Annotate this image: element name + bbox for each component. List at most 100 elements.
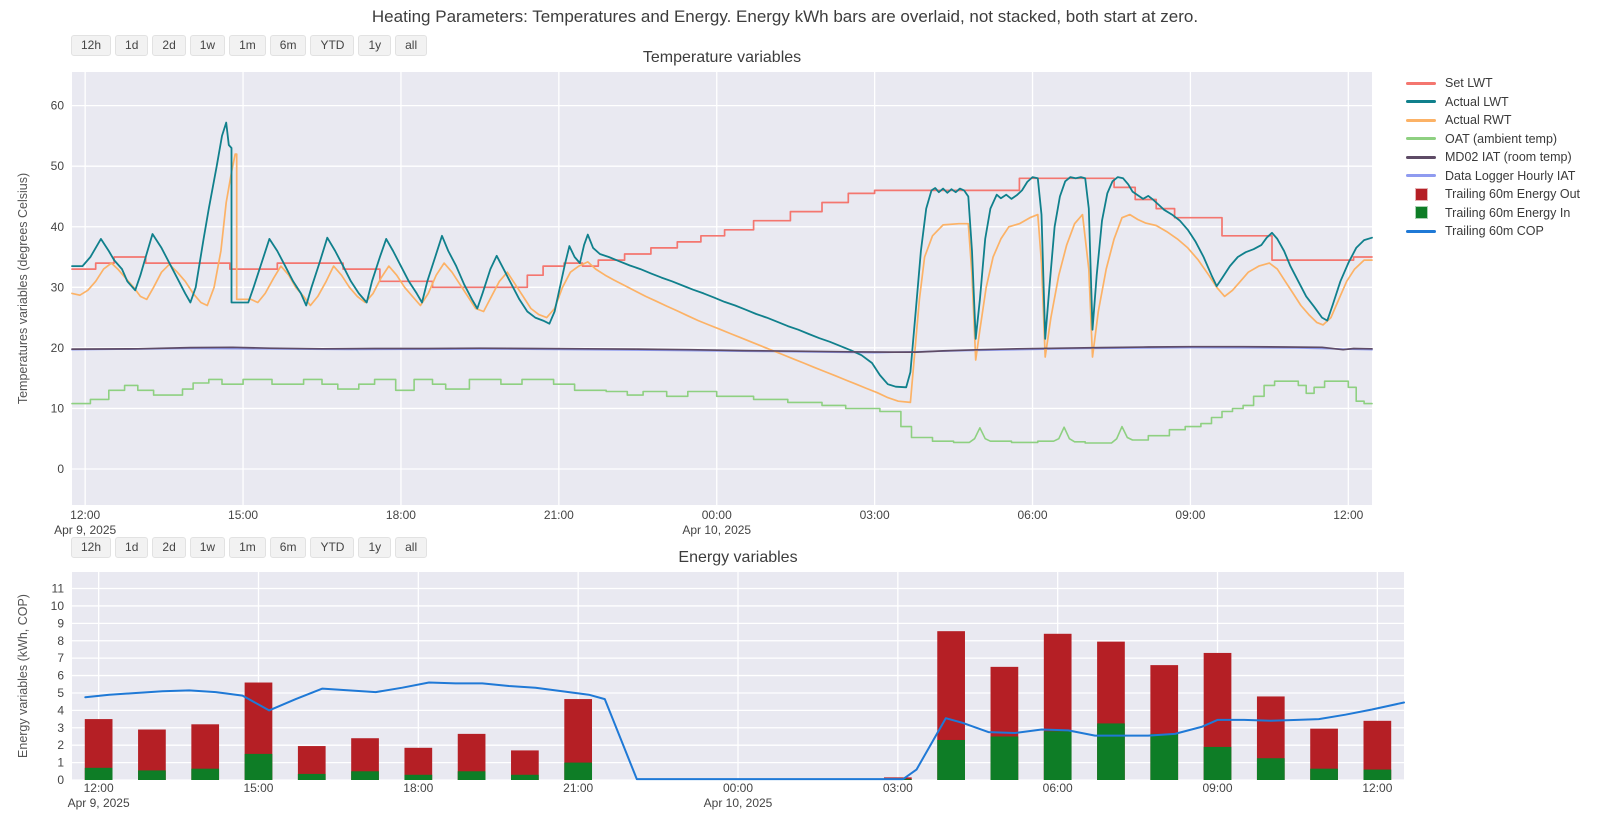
range-button-ytd[interactable]: YTD	[310, 537, 355, 558]
legend-item-actual-lwt[interactable]: Actual LWT	[1406, 95, 1580, 109]
legend: Set LWT Actual LWT Actual RWT OAT (ambient …	[1406, 76, 1580, 238]
bar-trailing-60m-energy-in[interactable]	[84, 767, 113, 780]
bar-trailing-60m-energy-in[interactable]	[297, 773, 326, 780]
y-tick-label: 50	[51, 159, 65, 173]
chart-title: Temperature variables	[643, 49, 801, 66]
legend-item-trailing-60m-cop[interactable]: Trailing 60m COP	[1406, 224, 1580, 238]
legend-label: Trailing 60m COP	[1445, 224, 1544, 238]
bar-trailing-60m-energy-in[interactable]	[244, 753, 273, 780]
range-selector-energy: 12h 1d 2d 1w 1m 6m YTD 1y all	[71, 537, 428, 558]
x-date-label: Apr 9, 2025	[54, 523, 116, 537]
series-set-lwt	[71, 177, 1373, 289]
legend-line-swatch	[1406, 81, 1436, 85]
range-selector-temperature: 12h 1d 2d 1w 1m 6m YTD 1y all	[71, 35, 428, 56]
bar-trailing-60m-energy-in[interactable]	[511, 774, 539, 780]
bar-trailing-60m-energy-in[interactable]	[1043, 731, 1072, 780]
x-tick-label: 03:00	[883, 781, 913, 795]
bar-trailing-60m-energy-in[interactable]	[1203, 746, 1232, 780]
range-button-2d[interactable]: 2d	[152, 35, 186, 56]
x-tick-label: 12:00	[70, 508, 100, 522]
range-button-2d[interactable]: 2d	[152, 537, 186, 558]
range-button-1d[interactable]: 1d	[115, 537, 149, 558]
legend-item-data-logger-hourly-iat[interactable]: Data Logger Hourly IAT	[1406, 169, 1580, 183]
legend-item-md02-iat-room-temp[interactable]: MD02 IAT (room temp)	[1406, 150, 1580, 164]
legend-square-swatch	[1406, 187, 1436, 201]
range-button-1y[interactable]: 1y	[358, 537, 392, 558]
y-tick-label: 60	[51, 99, 65, 113]
range-button-1d[interactable]: 1d	[115, 35, 149, 56]
range-button-all[interactable]: all	[395, 537, 428, 558]
x-tick-label: 21:00	[544, 508, 574, 522]
y-tick-label: 4	[57, 703, 64, 717]
bar-trailing-60m-energy-in[interactable]	[457, 771, 486, 780]
legend-item-set-lwt[interactable]: Set LWT	[1406, 76, 1580, 90]
bar-trailing-60m-energy-in[interactable]	[1310, 768, 1338, 780]
bar-trailing-60m-energy-out[interactable]	[404, 747, 433, 780]
y-tick-label: 7	[57, 651, 64, 665]
y-tick-label: 10	[51, 401, 65, 415]
legend-label: Actual RWT	[1445, 113, 1512, 127]
y-tick-label: 20	[51, 341, 65, 355]
bar-trailing-60m-energy-in[interactable]	[1150, 733, 1179, 780]
range-button-12h[interactable]: 12h	[71, 35, 112, 56]
y-tick-label: 6	[57, 669, 64, 683]
range-button-1m[interactable]: 1m	[229, 537, 266, 558]
series-oat-ambient-temp	[71, 378, 1373, 444]
page-title: Heating Parameters: Temperatures and Ene…	[371, 7, 1199, 26]
range-button-1y[interactable]: 1y	[358, 35, 392, 56]
legend-line-swatch	[1406, 137, 1436, 140]
legend-item-oat-ambient-temp[interactable]: OAT (ambient temp)	[1406, 132, 1580, 146]
range-button-6m[interactable]: 6m	[269, 537, 307, 558]
range-button-1m[interactable]: 1m	[229, 35, 266, 56]
legend-label: Trailing 60m Energy Out	[1445, 187, 1581, 201]
energy-chart[interactable]: Energy variables 12:00 15:00 18:00 21:00 00:0…	[0, 540, 1616, 823]
x-tick-label: 12:00	[84, 781, 114, 795]
x-tick-label: 00:00	[702, 508, 732, 522]
range-button-1w[interactable]: 1w	[189, 537, 226, 558]
legend-line-swatch	[1406, 155, 1436, 159]
legend-line-swatch	[1406, 229, 1436, 233]
y-tick-label: 11	[52, 582, 65, 596]
series-actual-rwt	[71, 153, 1373, 404]
bar-trailing-60m-energy-in[interactable]	[191, 768, 220, 780]
range-button-6m[interactable]: 6m	[269, 35, 307, 56]
bar-trailing-60m-energy-in[interactable]	[564, 762, 593, 780]
range-button-all[interactable]: all	[395, 35, 428, 56]
bar-trailing-60m-energy-in[interactable]	[1256, 758, 1285, 780]
legend-label: OAT (ambient temp)	[1445, 131, 1558, 146]
temperature-chart[interactable]: Temperature variables 12:00 15:00 18:00 21:0…	[0, 0, 1616, 540]
legend-line-swatch	[1406, 118, 1436, 122]
x-tick-label: 09:00	[1175, 508, 1205, 522]
bar-trailing-60m-energy-in[interactable]	[351, 771, 379, 780]
y-tick-label: 0	[57, 462, 64, 476]
legend-item-trailing-60m-energy-out[interactable]: Trailing 60m Energy Out	[1406, 187, 1580, 201]
legend-item-actual-rwt[interactable]: Actual RWT	[1406, 113, 1580, 127]
x-date-label: Apr 10, 2025	[704, 796, 773, 810]
range-button-ytd[interactable]: YTD	[310, 35, 355, 56]
x-tick-label: 09:00	[1203, 781, 1233, 795]
legend-line-swatch	[1406, 174, 1436, 177]
legend-label: Actual LWT	[1445, 94, 1509, 109]
bar-trailing-60m-energy-in[interactable]	[404, 774, 433, 780]
legend-line-swatch	[1406, 100, 1436, 103]
y-tick-label: 1	[57, 756, 64, 770]
x-tick-label: 03:00	[860, 508, 890, 522]
legend-square-swatch	[1406, 206, 1436, 219]
y-tick-label: 10	[51, 599, 65, 613]
x-tick-label: 15:00	[243, 781, 273, 795]
y-tick-label: 2	[57, 738, 64, 752]
bar-trailing-60m-energy-in[interactable]	[138, 770, 166, 780]
bar-trailing-60m-energy-in[interactable]	[1363, 769, 1392, 780]
bar-trailing-60m-energy-in[interactable]	[937, 739, 965, 780]
x-tick-label: 06:00	[1043, 781, 1073, 795]
range-button-12h[interactable]: 12h	[71, 537, 112, 558]
legend-item-trailing-60m-energy-in[interactable]: Trailing 60m Energy In	[1406, 206, 1580, 220]
bar-trailing-60m-energy-in[interactable]	[990, 736, 1019, 780]
plot-area[interactable]	[72, 72, 1372, 505]
range-button-1w[interactable]: 1w	[189, 35, 226, 56]
x-tick-label: 21:00	[563, 781, 593, 795]
x-tick-label: 15:00	[228, 508, 258, 522]
bar-trailing-60m-energy-in[interactable]	[1097, 723, 1125, 780]
x-tick-label: 18:00	[403, 781, 433, 795]
